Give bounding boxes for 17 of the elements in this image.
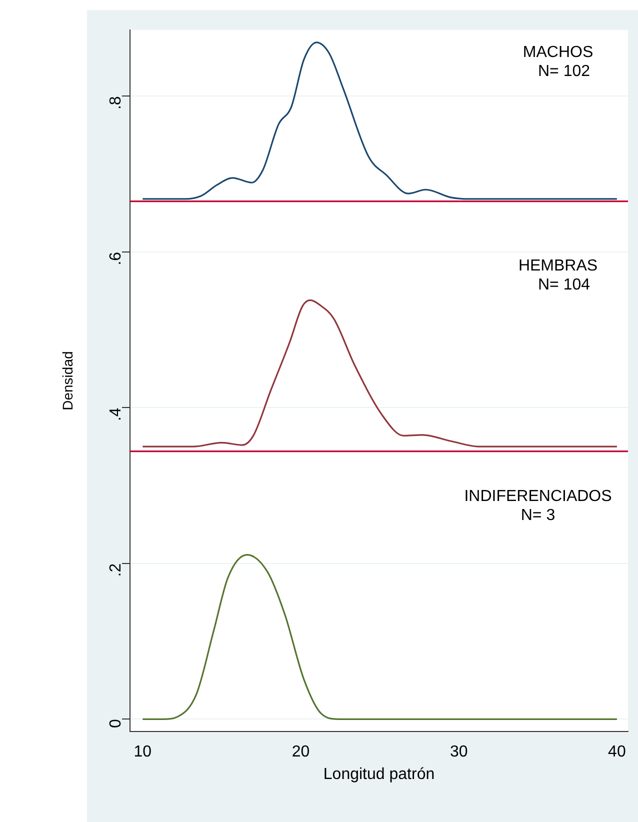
y-axis-title: Densidad xyxy=(59,351,76,410)
annotation: HEMBRAS xyxy=(518,258,598,275)
annotation: MACHOS xyxy=(522,44,594,61)
y-tick-label: .8 xyxy=(107,96,124,110)
y-tick-label: 0 xyxy=(107,719,124,728)
y-tick-label: .6 xyxy=(107,252,124,266)
x-tick-label: 30 xyxy=(450,744,468,761)
annotation: N= 102 xyxy=(538,62,590,80)
y-tick-label: .2 xyxy=(107,563,124,577)
annotation: N= 104 xyxy=(538,276,590,294)
x-axis-title: Longitud patrón xyxy=(323,766,435,783)
annotation: N= 3 xyxy=(520,507,556,524)
y-tick-label: .4 xyxy=(107,408,124,422)
annotation: INDIFERENCIADOS xyxy=(464,488,612,506)
x-tick-label: 10 xyxy=(134,744,152,761)
x-tick-label: 40 xyxy=(608,744,626,761)
x-tick-label: 20 xyxy=(292,744,310,761)
